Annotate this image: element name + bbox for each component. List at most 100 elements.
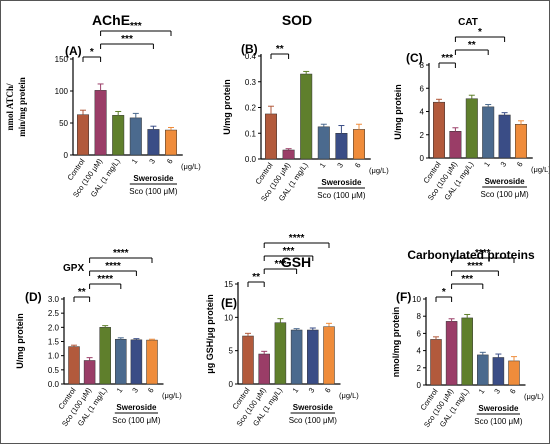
significance-label: **** — [113, 248, 129, 259]
bar — [323, 326, 335, 385]
x-tick-label: 1 — [318, 161, 328, 170]
bar — [68, 346, 80, 385]
group-label-sco: Sco (100 μM) — [317, 191, 366, 200]
y-tick-label: 8 — [420, 61, 425, 70]
x-tick-label: 6 — [515, 160, 525, 169]
bar — [282, 149, 295, 160]
bar — [498, 114, 511, 159]
x-tick-label: 6 — [165, 157, 175, 166]
group-label-sweroside: Sweroside — [116, 403, 157, 412]
x-tick-label: 6 — [146, 386, 156, 395]
bar — [94, 90, 107, 156]
y-tick-label: 2.5 — [48, 309, 60, 318]
y-tick-label: 0.4 — [245, 52, 257, 61]
y-axis-label: U/mg protein — [222, 79, 232, 135]
y-axis-label: min/mg protein — [17, 77, 27, 137]
x-tick-label: 6 — [508, 387, 518, 396]
bar — [147, 129, 160, 156]
y-tick-label: 0 — [417, 381, 422, 390]
chart-title: Carbonylated proteins — [407, 248, 535, 262]
x-tick-label: 1 — [290, 386, 300, 395]
bar — [258, 353, 270, 385]
panel-label: (E) — [221, 296, 237, 310]
bar — [165, 129, 177, 156]
y-tick-label: 50 — [59, 119, 68, 128]
bar — [77, 114, 89, 156]
y-tick-label: 0.3 — [245, 78, 257, 87]
bar — [115, 338, 127, 385]
bar — [265, 113, 277, 160]
y-tick-label: 150 — [55, 55, 69, 64]
y-tick-label: 1.0 — [48, 352, 60, 361]
y-axis-label: nmol ATCh/ — [5, 83, 15, 131]
chart-title: CAT — [458, 17, 478, 28]
group-label-sco: Sco (100 μM) — [481, 190, 530, 199]
y-tick-label: 1.5 — [48, 338, 60, 347]
bar — [449, 131, 462, 159]
y-tick-label: 8 — [417, 312, 422, 321]
y-axis-label: nmol/mg protein — [391, 307, 401, 378]
significance-label: *** — [441, 53, 453, 64]
y-tick-label: 0.1 — [245, 129, 257, 138]
y-axis-label: U/mg protein — [15, 313, 25, 369]
significance-label: *** — [121, 34, 133, 45]
panel-label: (D) — [25, 290, 42, 304]
bar — [300, 73, 313, 160]
unit-label: (μg/L) — [339, 391, 359, 400]
significance-label: *** — [461, 274, 473, 285]
y-tick-label: 2 — [420, 131, 425, 140]
y-tick-label: 4 — [417, 347, 422, 356]
y-tick-label: 0 — [420, 154, 425, 163]
x-tick-label: 6 — [323, 386, 333, 395]
group-label-sco: Sco (100 μM) — [474, 417, 523, 426]
bar — [317, 126, 330, 160]
y-axis-label: μg GSH/μg protein — [205, 294, 215, 374]
bar — [129, 117, 142, 156]
y-tick-label: 0 — [229, 380, 234, 389]
bar — [461, 317, 473, 386]
x-tick-label: 3 — [492, 387, 502, 396]
significance-label: *** — [130, 21, 142, 32]
significance-label: *** — [283, 246, 295, 257]
x-tick-label: 3 — [147, 157, 157, 166]
y-tick-label: 6 — [417, 329, 422, 338]
unit-label: (μg/L) — [181, 162, 201, 171]
y-tick-label: 5 — [229, 347, 234, 356]
y-tick-label: 6 — [420, 84, 425, 93]
bar — [130, 339, 143, 385]
bar — [445, 321, 458, 386]
chart-panel-1: AChE (A) nmol ATCh/min/mg protein 0 50 100 150… — [5, 12, 201, 199]
chart-panel-5: GSH(E)μg GSH/μg protein051015ControlSco … — [205, 233, 359, 428]
group-label-sweroside: Sweroside — [485, 177, 526, 186]
y-tick-label: 0.2 — [245, 104, 257, 113]
bar — [242, 335, 254, 385]
chart-panel-2: SOD(B)U/mg protein0.00.10.20.30.4Control… — [222, 12, 389, 203]
y-tick-label: 0.5 — [48, 366, 60, 375]
unit-label: (μg/L) — [369, 166, 389, 175]
bar — [274, 322, 287, 385]
y-tick-label: 15 — [224, 280, 233, 289]
panel-label: (F) — [396, 290, 411, 304]
panel-label: (B) — [241, 42, 258, 56]
bar — [307, 329, 319, 385]
bar — [83, 360, 96, 385]
unit-label: (μg/L) — [531, 165, 550, 174]
y-tick-label: 2 — [417, 364, 422, 373]
bar — [492, 357, 505, 386]
bar — [477, 354, 489, 386]
y-tick-label: 2.0 — [48, 323, 60, 332]
chart-title: GSH — [281, 254, 311, 270]
significance-label: ** — [78, 287, 86, 298]
significance-label: **** — [467, 261, 483, 272]
chart-title: GPX — [63, 263, 84, 274]
chart-panel-4: GPX(D)U/mg protein0.00.51.01.52.02.53.0C… — [15, 248, 182, 428]
x-tick-label: 3 — [335, 161, 345, 170]
y-axis-label: U/mg protein — [393, 84, 403, 140]
y-tick-label: 4 — [420, 108, 425, 117]
group-label-sco: Sco (100 μM) — [112, 416, 161, 425]
bar — [515, 124, 527, 159]
x-tick-label: 3 — [498, 160, 508, 169]
